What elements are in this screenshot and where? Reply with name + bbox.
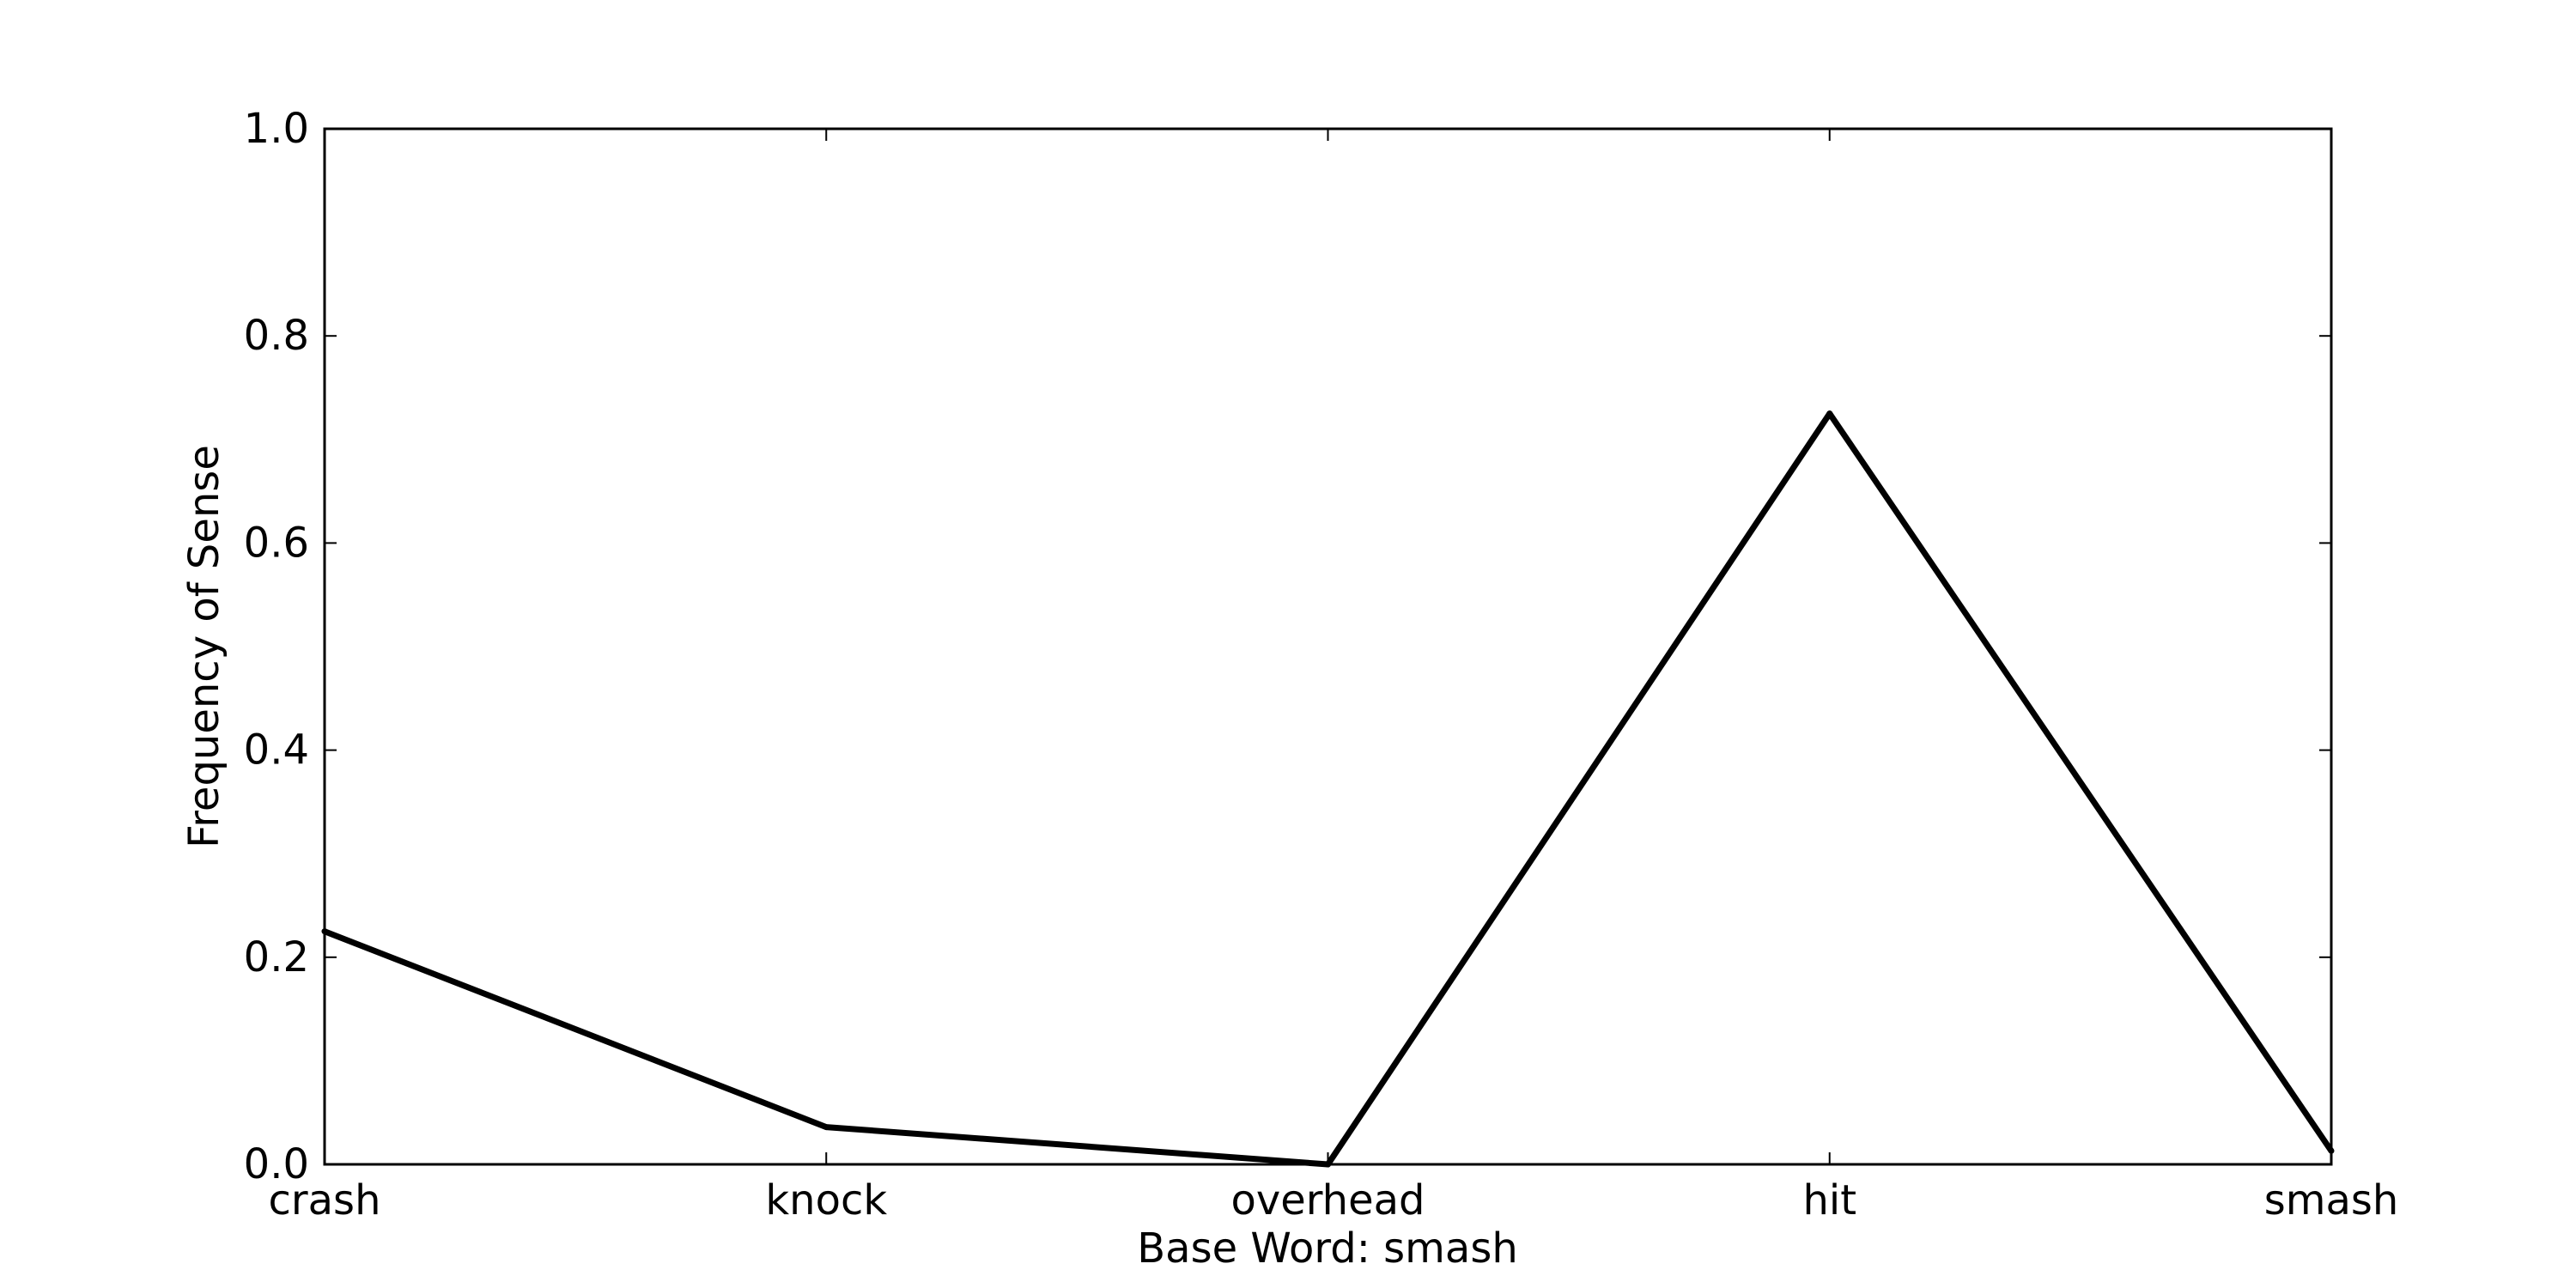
x-axis-title: Base Word: smash — [1137, 1224, 1518, 1273]
y-tick-label: 1.0 — [244, 105, 309, 153]
x-tick-label: smash — [2264, 1176, 2399, 1224]
axis-ticks — [324, 128, 2332, 1165]
y-tick-label: 0.8 — [244, 312, 309, 360]
plot-frame — [323, 127, 2333, 1166]
y-tick-label: 0.0 — [244, 1140, 309, 1188]
data-point-knock — [823, 1124, 829, 1131]
y-tick-label: 0.4 — [244, 726, 309, 775]
data-point-hit — [1826, 410, 1833, 417]
series-layer — [321, 410, 2335, 1168]
y-tick-label: 0.2 — [244, 933, 309, 981]
x-tick-label: crash — [269, 1176, 381, 1224]
x-tick-label: overhead — [1230, 1176, 1425, 1224]
x-tick-label: knock — [765, 1176, 887, 1224]
x-tick-labels: crash knock overhead hit smash — [269, 1176, 2399, 1224]
y-tick-labels: 0.0 0.2 0.4 0.6 0.8 1.0 — [244, 105, 309, 1188]
x-tick-label: hit — [1802, 1176, 1856, 1224]
y-axis-title: Frequency of Sense — [180, 445, 228, 848]
series-line — [323, 410, 2334, 1168]
y-tick-label: 0.6 — [244, 519, 309, 567]
